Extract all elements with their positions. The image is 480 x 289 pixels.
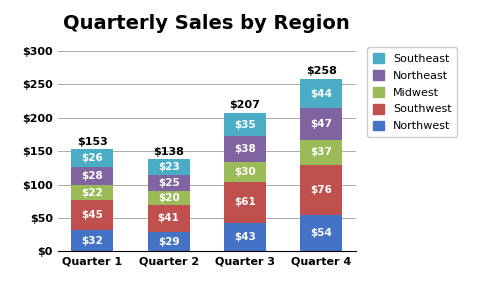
Text: $29: $29	[157, 237, 179, 247]
Bar	[300, 164, 342, 215]
Bar	[147, 175, 189, 191]
Bar	[224, 223, 265, 251]
Bar	[147, 232, 189, 251]
Bar	[300, 79, 342, 108]
Bar	[300, 215, 342, 251]
Text: $54: $54	[310, 228, 332, 238]
Text: $76: $76	[310, 185, 332, 195]
Text: $43: $43	[234, 232, 255, 242]
Text: $23: $23	[157, 162, 179, 172]
Text: $45: $45	[81, 210, 103, 220]
Bar	[71, 185, 113, 200]
Text: $138: $138	[153, 147, 184, 157]
Text: $30: $30	[234, 167, 255, 177]
Bar	[71, 166, 113, 185]
Bar	[71, 230, 113, 251]
Text: $47: $47	[310, 119, 332, 129]
Bar	[224, 113, 265, 136]
Text: $258: $258	[305, 66, 336, 76]
Text: $41: $41	[157, 213, 179, 223]
Legend: Southeast, Northeast, Midwest, Southwest, Northwest: Southeast, Northeast, Midwest, Southwest…	[367, 47, 456, 137]
Text: $61: $61	[234, 197, 255, 207]
Bar	[300, 108, 342, 140]
Text: $207: $207	[229, 100, 260, 110]
Bar	[224, 136, 265, 162]
Bar	[224, 162, 265, 182]
Text: $26: $26	[81, 153, 103, 163]
Text: $38: $38	[234, 144, 255, 154]
Bar	[147, 159, 189, 175]
Text: $28: $28	[81, 171, 103, 181]
Bar	[147, 205, 189, 232]
Bar	[300, 140, 342, 164]
Bar	[71, 149, 113, 166]
Bar	[147, 191, 189, 205]
Title: Quarterly Sales by Region: Quarterly Sales by Region	[63, 14, 349, 33]
Bar	[224, 182, 265, 223]
Text: $153: $153	[77, 136, 108, 147]
Text: $22: $22	[81, 188, 103, 198]
Text: $20: $20	[157, 193, 179, 203]
Bar	[71, 200, 113, 230]
Text: $25: $25	[157, 178, 179, 188]
Text: $37: $37	[310, 147, 332, 157]
Text: $35: $35	[234, 120, 255, 130]
Text: $32: $32	[81, 236, 103, 246]
Text: $44: $44	[310, 89, 332, 99]
